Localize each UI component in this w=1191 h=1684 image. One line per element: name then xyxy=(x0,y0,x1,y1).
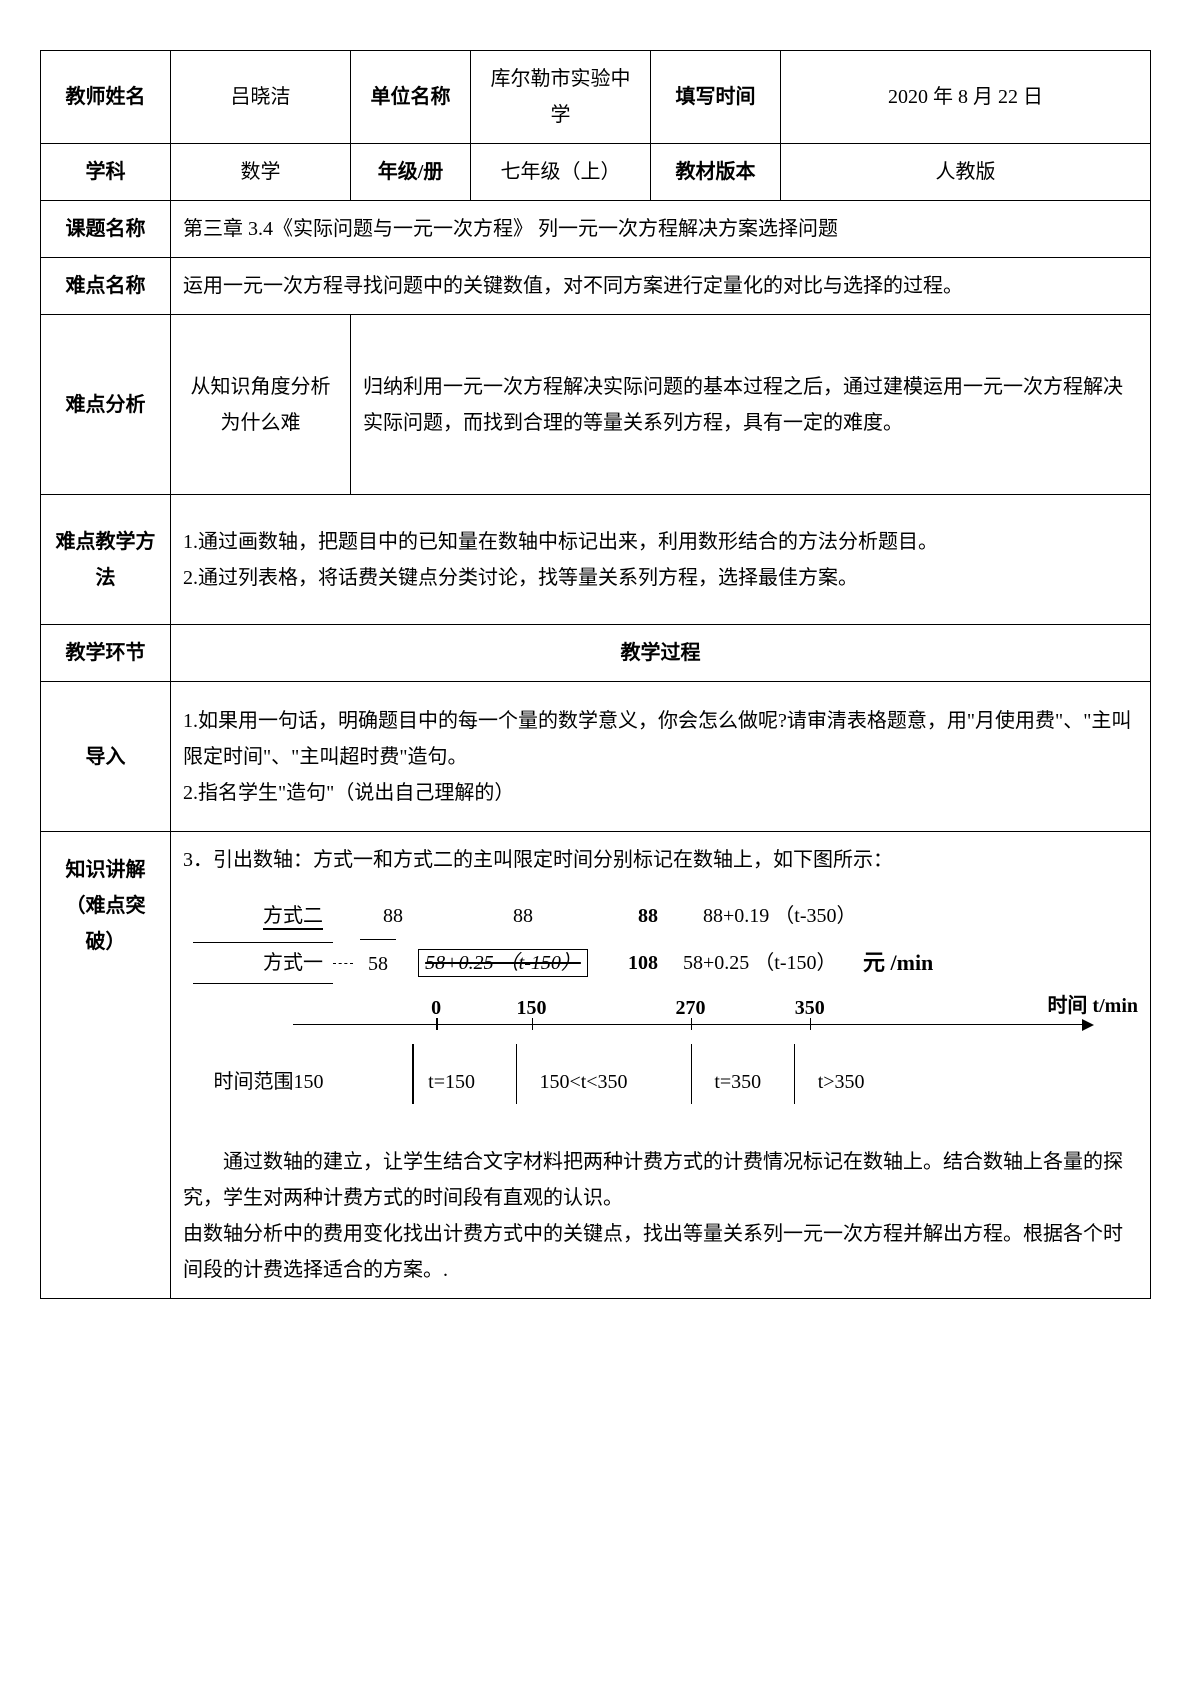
plan1-row: 方式一 58 58+0.25 （t-150） 108 58+0.25 （t-15… xyxy=(193,942,1128,984)
intro-line2: 2.指名学生"造句"（说出自己理解的） xyxy=(183,775,1138,811)
tick-2: 270 xyxy=(676,990,706,1026)
plan2-label: 方式二 xyxy=(193,898,333,934)
process-label: 教学过程 xyxy=(171,625,1151,682)
textbook-value: 人教版 xyxy=(781,144,1151,201)
plan2-cost-3: 88+0.19 （t-350） xyxy=(703,898,903,934)
range-1: 150<t<350 xyxy=(539,1064,627,1100)
topic-label: 课题名称 xyxy=(41,201,171,258)
plan1-cost-2: 108 xyxy=(603,945,683,981)
plan1-cost-1: 58+0.25 （t-150） xyxy=(418,949,588,977)
table-row: 难点分析 从知识角度分析为什么难 归纳利用一元一次方程解决实际问题的基本过程之后… xyxy=(41,315,1151,495)
unit-label: 单位名称 xyxy=(351,51,471,144)
teacher-label: 教师姓名 xyxy=(41,51,171,144)
table-row: 教师姓名 吕晓洁 单位名称 库尔勒市实验中学 填写时间 2020 年 8 月 2… xyxy=(41,51,1151,144)
subject-label: 学科 xyxy=(41,144,171,201)
table-row: 课题名称 第三章 3.4《实际问题与一元一次方程》 列一元一次方程解决方案选择问… xyxy=(41,201,1151,258)
table-row: 导入 1.如果用一句话，明确题目中的每一个量的数学意义，你会怎么做呢?请审清表格… xyxy=(41,682,1151,832)
plan1-cost-0: 58 xyxy=(368,953,388,975)
lesson-plan-table: 教师姓名 吕晓洁 单位名称 库尔勒市实验中学 填写时间 2020 年 8 月 2… xyxy=(40,50,1151,1299)
range-label: 时间范围150 xyxy=(214,1064,324,1100)
intro-label: 导入 xyxy=(41,682,171,832)
cost-unit: 元 /min xyxy=(863,943,933,983)
method-content: 1.通过画数轴，把题目中的已知量在数轴中标记出来，利用数形结合的方法分析题目。 … xyxy=(171,495,1151,625)
grade-label: 年级/册 xyxy=(351,144,471,201)
table-row: 难点教学方法 1.通过画数轴，把题目中的已知量在数轴中标记出来，利用数形结合的方… xyxy=(41,495,1151,625)
number-line-axis: 0 150 270 350 时间 t/min 时间范围150 t=150 150… xyxy=(293,1024,1088,1114)
knowledge-para2: 由数轴分析中的费用变化找出计费方式中的关键点，找出等量关系列一元一次方程并解出方… xyxy=(183,1216,1138,1288)
method-line2: 2.通过列表格，将话费关键点分类讨论，找等量关系列方程，选择最佳方案。 xyxy=(183,560,1138,596)
difficulty-name-value: 运用一元一次方程寻找问题中的关键数值，对不同方案进行定量化的对比与选择的过程。 xyxy=(171,258,1151,315)
intro-line1: 1.如果用一句话，明确题目中的每一个量的数学意义，你会怎么做呢?请审清表格题意，… xyxy=(183,703,1138,775)
knowledge-content: 3．引出数轴：方式一和方式二的主叫限定时间分别标记在数轴上，如下图所示： 方式二… xyxy=(171,832,1151,1299)
knowledge-lead: 3．引出数轴：方式一和方式二的主叫限定时间分别标记在数轴上，如下图所示： xyxy=(183,842,1138,878)
knowledge-para1: 通过数轴的建立，让学生结合文字材料把两种计费方式的计费情况标记在数轴上。结合数轴… xyxy=(183,1144,1138,1216)
plan2-row: 方式二 88 88 88 88+0.19 （t-350） xyxy=(193,898,1128,934)
difficulty-name-label: 难点名称 xyxy=(41,258,171,315)
method-label: 难点教学方法 xyxy=(41,495,171,625)
knowledge-label: 知识讲解（难点突破） xyxy=(41,832,171,1299)
range-2: t=350 xyxy=(714,1064,761,1100)
axis-unit: 时间 t/min xyxy=(1047,988,1138,1024)
intro-content: 1.如果用一句话，明确题目中的每一个量的数学意义，你会怎么做呢?请审清表格题意，… xyxy=(171,682,1151,832)
env-label: 教学环节 xyxy=(41,625,171,682)
teacher-name: 吕晓洁 xyxy=(171,51,351,144)
grade-value: 七年级（上） xyxy=(471,144,651,201)
textbook-label: 教材版本 xyxy=(651,144,781,201)
difficulty-analysis-sublabel: 从知识角度分析为什么难 xyxy=(171,315,351,495)
plan2-cost-0: 88 xyxy=(333,898,453,934)
date-label: 填写时间 xyxy=(651,51,781,144)
table-row: 学科 数学 年级/册 七年级（上） 教材版本 人教版 xyxy=(41,144,1151,201)
tick-1: 150 xyxy=(517,990,547,1026)
topic-value: 第三章 3.4《实际问题与一元一次方程》 列一元一次方程解决方案选择问题 xyxy=(171,201,1151,258)
plan1-cost-3: 58+0.25 （t-150） xyxy=(683,945,863,981)
range-3: t>350 xyxy=(818,1064,865,1100)
subject-value: 数学 xyxy=(171,144,351,201)
difficulty-analysis-label: 难点分析 xyxy=(41,315,171,495)
tick-0: 0 xyxy=(431,990,441,1026)
plan2-cost-2: 88 xyxy=(593,898,703,934)
plan2-cost-1: 88 xyxy=(453,898,593,934)
number-line-diagram: 方式二 88 88 88 88+0.19 （t-350） 方式一 58 xyxy=(193,898,1128,1114)
difficulty-analysis-value: 归纳利用一元一次方程解决实际问题的基本过程之后，通过建模运用一元一次方程解决实际… xyxy=(351,315,1151,495)
tick-3: 350 xyxy=(795,990,825,1026)
method-line1: 1.通过画数轴，把题目中的已知量在数轴中标记出来，利用数形结合的方法分析题目。 xyxy=(183,524,1138,560)
table-row: 教学环节 教学过程 xyxy=(41,625,1151,682)
table-row: 难点名称 运用一元一次方程寻找问题中的关键数值，对不同方案进行定量化的对比与选择… xyxy=(41,258,1151,315)
unit-name: 库尔勒市实验中学 xyxy=(471,51,651,144)
range-0: t=150 xyxy=(428,1064,475,1100)
date-value: 2020 年 8 月 22 日 xyxy=(781,51,1151,144)
table-row: 知识讲解（难点突破） 3．引出数轴：方式一和方式二的主叫限定时间分别标记在数轴上… xyxy=(41,832,1151,1299)
plan1-label: 方式一 xyxy=(193,942,333,984)
